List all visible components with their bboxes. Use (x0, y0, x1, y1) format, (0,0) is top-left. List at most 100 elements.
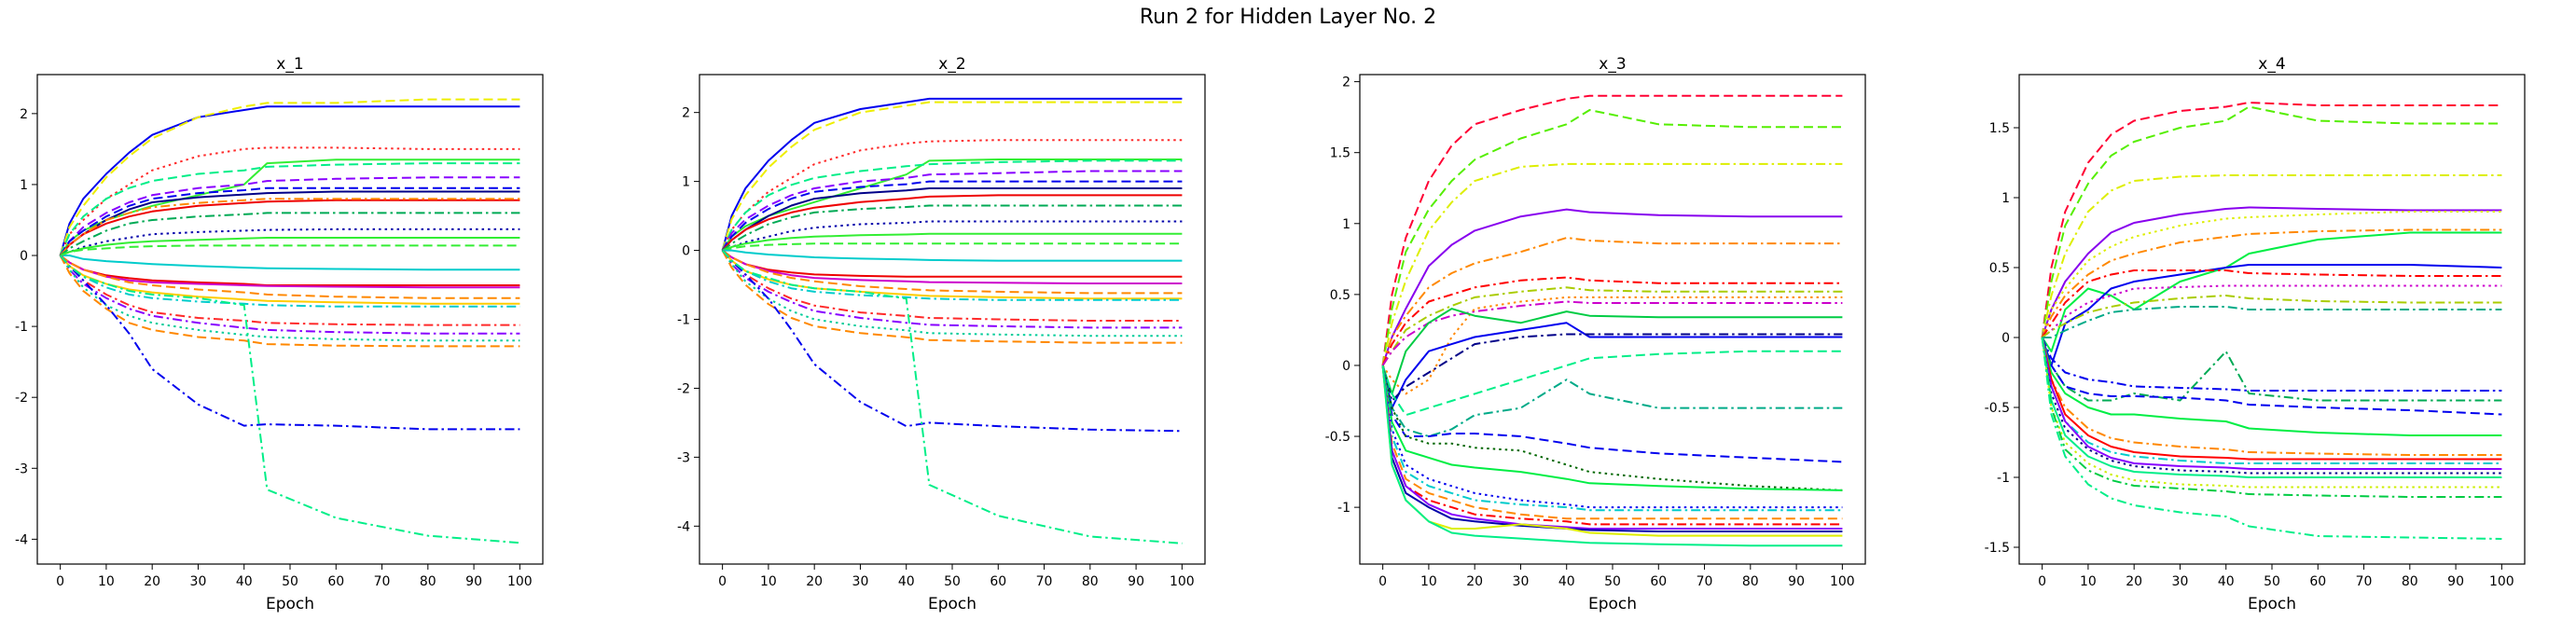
x-tick-label: 20 (1466, 574, 1483, 589)
x-tick-label: 100 (2489, 574, 2514, 589)
series-line-21 (1381, 365, 1843, 526)
series-line-5 (721, 159, 1183, 252)
series-line-16 (1381, 365, 1843, 491)
series-line-18 (1381, 365, 1843, 509)
series-line-2 (1381, 109, 1843, 366)
series-line-12 (2042, 306, 2502, 338)
series-line-16 (722, 249, 1183, 284)
series-line-10 (2041, 284, 2502, 338)
x-tick-label: 10 (98, 574, 115, 589)
x-tick-label: 50 (2264, 574, 2280, 589)
y-tick-label: 2 (20, 107, 28, 122)
series-line-5 (59, 162, 520, 256)
series-line-7 (59, 186, 520, 256)
x-tick-label: 0 (56, 574, 64, 589)
y-tick-label: -4 (677, 519, 690, 534)
x-tick-label: 60 (327, 574, 344, 589)
series-line-17 (1381, 365, 1843, 491)
series-line-1 (721, 97, 1183, 251)
x-axis-label: Epoch (928, 595, 976, 613)
x-axis-label: Epoch (266, 595, 314, 613)
series-line-18 (59, 255, 520, 299)
y-tick-label: 0 (1342, 359, 1350, 374)
x-tick-label: 0 (1378, 574, 1387, 589)
x-tick-label: 50 (1604, 574, 1621, 589)
x-tick-label: 0 (2038, 574, 2046, 589)
series-line-19 (1381, 365, 1843, 512)
x-tick-label: 90 (1128, 574, 1144, 589)
y-tick-label: -1 (1997, 471, 2010, 486)
series-line-13 (2041, 337, 2502, 392)
y-tick-label: 1.5 (1989, 121, 2010, 136)
series-line-24 (2041, 337, 2502, 498)
series-line-25 (721, 249, 1183, 544)
y-tick-label: 0 (682, 244, 690, 259)
x-tick-label: 60 (990, 574, 1006, 589)
series-line-1 (2041, 102, 2502, 338)
x-tick-label: 100 (507, 574, 533, 589)
series-line-20 (721, 249, 1183, 322)
x-tick-label: 10 (1420, 574, 1437, 589)
series-line-3 (2041, 174, 2502, 338)
series-line-10 (1381, 308, 1843, 395)
x-tick-label: 40 (898, 574, 915, 589)
series-line-23 (2041, 337, 2502, 489)
series-line-16 (2041, 337, 2502, 436)
series-line-23 (721, 250, 1183, 344)
series-line-12 (1381, 333, 1843, 402)
x-tick-label: 100 (1170, 574, 1195, 589)
x-tick-label: 40 (2218, 574, 2235, 589)
y-tick-label: 1 (20, 178, 28, 193)
x-tick-label: 40 (1558, 574, 1575, 589)
series-group (2041, 102, 2502, 540)
y-tick-label: -2 (15, 391, 28, 406)
x-tick-label: 30 (190, 574, 207, 589)
x-tick-label: 20 (144, 574, 160, 589)
series-line-25 (59, 255, 520, 431)
series-line-7 (1381, 286, 1843, 366)
x-tick-label: 100 (1830, 574, 1855, 589)
series-line-2 (721, 101, 1183, 251)
series-line-5 (2041, 211, 2502, 338)
y-tick-label: -3 (15, 462, 28, 476)
x-tick-label: 0 (718, 574, 727, 589)
y-tick-label: -1 (677, 313, 690, 328)
subplot-title: x_2 (938, 55, 965, 74)
y-tick-label: -0.5 (1985, 401, 2010, 416)
series-group (721, 97, 1183, 544)
series-line-3 (721, 139, 1183, 252)
series-line-6 (2041, 228, 2502, 338)
series-line-22 (2041, 337, 2502, 478)
y-tick-label: -2 (677, 381, 690, 396)
x-tick-label: 80 (1082, 574, 1099, 589)
figure-title: Run 2 for Hidden Layer No. 2 (1139, 6, 1437, 29)
series-line-4 (59, 158, 520, 256)
series-line-22 (59, 255, 520, 335)
axes-frame (699, 74, 1206, 565)
series-line-11 (722, 220, 1183, 252)
series-line-3 (59, 146, 520, 256)
series-line-6 (59, 176, 520, 256)
series-line-6 (1381, 276, 1843, 366)
series-line-8 (1381, 300, 1843, 366)
series-line-11 (1381, 322, 1843, 409)
x-tick-label: 70 (2356, 574, 2373, 589)
series-line-10 (59, 198, 520, 256)
x-axis-label: Epoch (1588, 595, 1637, 613)
series-line-3 (1381, 162, 1843, 366)
series-line-24 (721, 249, 1183, 433)
y-tick-label: -1 (1337, 501, 1350, 516)
y-tick-label: -3 (677, 450, 690, 465)
series-line-13 (60, 237, 520, 256)
y-tick-label: 0.5 (1989, 261, 2010, 276)
x-tick-label: 40 (236, 574, 253, 589)
subplot-1: 0 10 20 30 40 50 60 70 80 90 100 -4 -3 -2 -1 0 1 2 x_1 Epoc… (15, 55, 544, 613)
y-tick-label: -1 (15, 320, 28, 335)
x-tick-label: 20 (2126, 574, 2142, 589)
x-tick-label: 80 (2402, 574, 2418, 589)
series-line-23 (1381, 365, 1843, 532)
series-line-13 (1381, 350, 1843, 417)
x-tick-label: 90 (1788, 574, 1805, 589)
y-tick-label: 1 (2001, 191, 2010, 206)
